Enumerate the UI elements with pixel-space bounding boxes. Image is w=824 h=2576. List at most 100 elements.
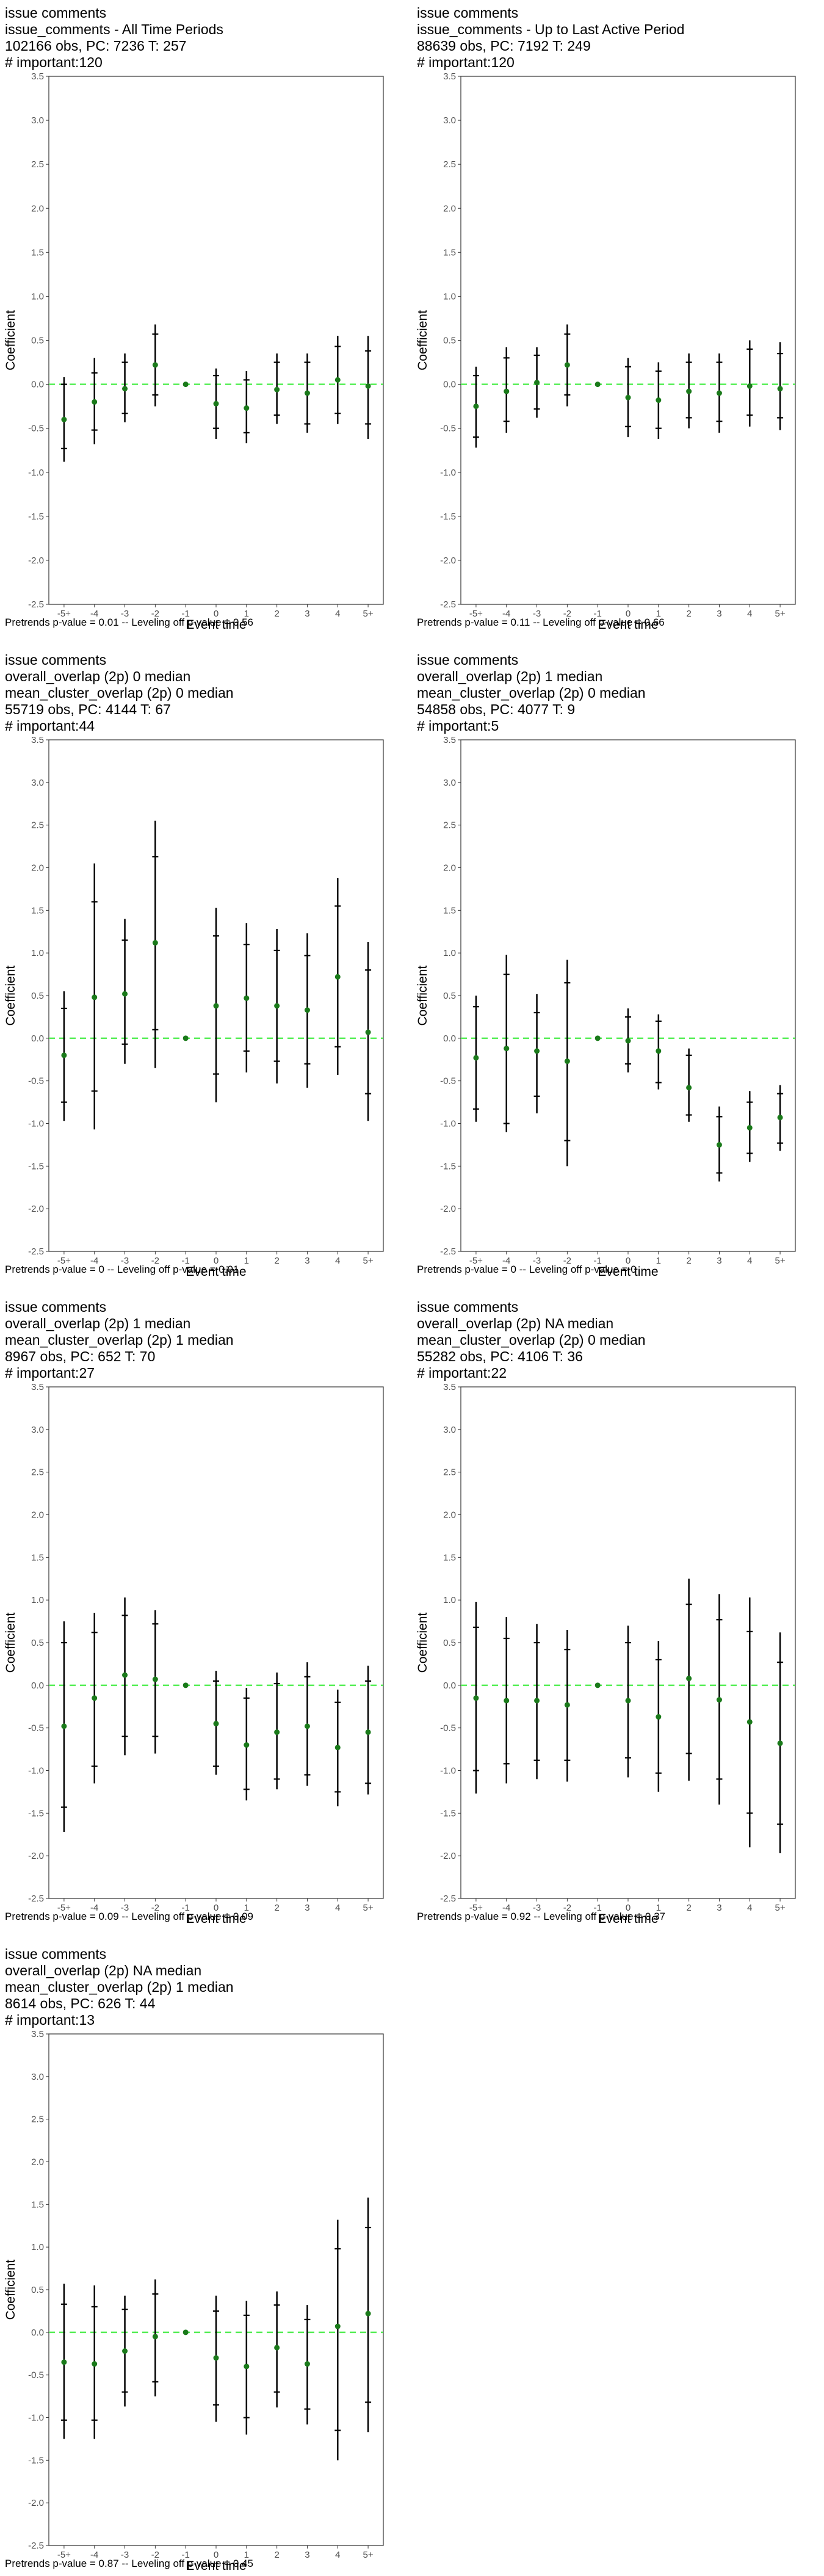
x-axis-label: Event time	[186, 1265, 246, 1279]
chart-title-line: overall_overlap (2p) NA median	[5, 1963, 202, 1978]
y-tick-label: 3.5	[31, 2029, 44, 2039]
estimate-point	[716, 390, 722, 396]
estimate-point	[213, 1721, 219, 1727]
x-tick-label: -4	[90, 609, 98, 619]
estimate-point	[625, 394, 631, 400]
chart-plot: -2.5 -2.0 -1.5 -1.0 -0.5 0.0 0.5 1.0 1.5 2.0 2.5 3.…	[4, 1382, 384, 1926]
chart-plot: -2.5 -2.0 -1.5 -1.0 -0.5 0.0 0.5 1.0 1.5 2.0 2.5 3.…	[416, 71, 796, 632]
chart-plot: -2.5 -2.0 -1.5 -1.0 -0.5 0.0 0.5 1.0 1.5 2.0 2.5 3.…	[416, 1382, 796, 1926]
estimate-point	[122, 991, 128, 997]
chart-title-line: 88639 obs, PC: 7192 T: 249	[417, 38, 591, 54]
y-tick-label: -2.0	[440, 555, 456, 566]
y-tick-label: 0.5	[443, 991, 456, 1001]
chart-title-line: issue comments	[5, 5, 107, 21]
estimate-point	[244, 995, 250, 1001]
y-tick-label: -1.0	[440, 1119, 456, 1129]
x-tick-label: 4	[335, 609, 340, 619]
x-tick-label: 4	[335, 1256, 340, 1266]
x-tick-label: -4	[502, 1256, 510, 1266]
y-tick-label: -2.0	[440, 1851, 456, 1861]
plot-frame	[48, 1386, 384, 1899]
chart-title-line: 8967 obs, PC: 652 T: 70	[5, 1348, 156, 1364]
x-tick-label: -1	[182, 1903, 190, 1913]
chart-title-line: 55282 obs, PC: 4106 T: 36	[417, 1348, 583, 1364]
x-tick-label: -2	[563, 1256, 571, 1266]
estimate-point	[777, 1740, 783, 1746]
chart-panel: -2.5 -2.0 -1.5 -1.0 -0.5 0.0 0.5 1.0 1.5 2.0 2.5 3.…	[0, 1941, 391, 2576]
y-tick-label: 3.5	[443, 1382, 456, 1392]
y-tick-label: 0.5	[31, 2285, 44, 2295]
estimate-point	[122, 2348, 128, 2354]
x-tick-label: -1	[182, 1256, 190, 1266]
estimate-point	[656, 397, 662, 403]
estimate-point	[61, 416, 67, 422]
y-tick-label: -1.5	[28, 512, 44, 522]
chart-footer: Pretrends p-value = 0 -- Leveling off p-…	[417, 1264, 637, 1275]
y-tick-label: 1.5	[31, 1552, 44, 1563]
x-tick-label: -4	[502, 1903, 510, 1913]
y-tick-label: -2.5	[28, 1894, 44, 1904]
x-tick-label: 3	[305, 1903, 309, 1913]
y-tick-label: 3.5	[443, 71, 456, 82]
y-axis-label: Coefficient	[4, 965, 18, 1026]
y-tick-label: 0.0	[31, 380, 44, 390]
x-tick-label: -5+	[469, 1256, 483, 1266]
y-tick-label: -0.5	[28, 424, 44, 434]
y-axis-label: Coefficient	[4, 1612, 18, 1673]
y-tick-label: -2.5	[28, 599, 44, 610]
y-tick-label: -2.5	[440, 1894, 456, 1904]
chart-title-line: 8614 obs, PC: 626 T: 44	[5, 1995, 156, 2011]
y-axis-label: Coefficient	[4, 310, 18, 371]
y-axis-label: Coefficient	[4, 2259, 18, 2320]
y-tick-label: -1.5	[440, 512, 456, 522]
y-tick-label: 3.0	[31, 2072, 44, 2082]
chart-title-line: mean_cluster_overlap (2p) 0 median	[417, 1332, 646, 1348]
chart-title-line: # important:44	[5, 718, 95, 734]
estimate-point	[92, 399, 98, 405]
chart-title-line: overall_overlap (2p) NA median	[417, 1315, 614, 1331]
estimate-point	[656, 1048, 662, 1054]
estimate-point	[686, 388, 692, 394]
x-tick-label: -2	[151, 1256, 159, 1266]
estimate-point	[334, 1745, 341, 1751]
x-tick-label: 1	[656, 609, 661, 619]
chart-title-line: issue_comments - Up to Last Active Perio…	[417, 21, 685, 37]
x-tick-label: -5+	[469, 609, 483, 619]
x-tick-label: -3	[121, 1256, 129, 1266]
y-tick-label: 0.0	[443, 1681, 456, 1691]
y-tick-label: 0.5	[443, 1638, 456, 1648]
chart-title: issue comments overall_overlap (2p) 0 med…	[5, 652, 234, 734]
y-axis-label: Coefficient	[416, 310, 430, 371]
x-tick-label: -3	[533, 1256, 541, 1266]
y-tick-label: 2.5	[31, 159, 44, 170]
estimate-point	[716, 1697, 722, 1703]
x-tick-label: -1	[182, 2550, 190, 2560]
x-tick-label: 4	[747, 1256, 752, 1266]
chart-plot: -2.5 -2.0 -1.5 -1.0 -0.5 0.0 0.5 1.0 1.5 2.0 2.5 3.…	[4, 735, 384, 1279]
chart-title-line: overall_overlap (2p) 1 median	[5, 1315, 191, 1331]
x-tick-label: 1	[244, 609, 249, 619]
chart-title: issue comments overall_overlap (2p) NA me…	[5, 1946, 234, 2028]
estimate-point	[334, 974, 341, 980]
y-tick-label: -1.5	[440, 1808, 456, 1818]
estimate-point	[365, 1029, 371, 1035]
y-tick-label: -0.5	[440, 1723, 456, 1734]
x-axis-label: Event time	[186, 618, 246, 632]
x-tick-label: 0	[214, 1903, 219, 1913]
x-tick-label: 3	[305, 2550, 309, 2560]
y-tick-label: -1.0	[28, 1119, 44, 1129]
estimate-point	[473, 1055, 479, 1061]
x-tick-label: 2	[274, 609, 279, 619]
estimate-point	[304, 390, 310, 396]
plot-frame	[460, 739, 796, 1252]
y-axis-label: Coefficient	[416, 965, 430, 1026]
estimate-point	[746, 1124, 753, 1131]
estimate-point	[274, 1003, 280, 1009]
chart-title-line: # important:120	[417, 54, 515, 70]
x-tick-label: 1	[244, 1256, 249, 1266]
estimate-point	[777, 1115, 783, 1121]
estimate-point	[504, 1698, 510, 1704]
estimate-point	[183, 1682, 189, 1688]
chart-title-line: 102166 obs, PC: 7236 T: 257	[5, 38, 187, 54]
x-tick-label: 0	[214, 2550, 219, 2560]
